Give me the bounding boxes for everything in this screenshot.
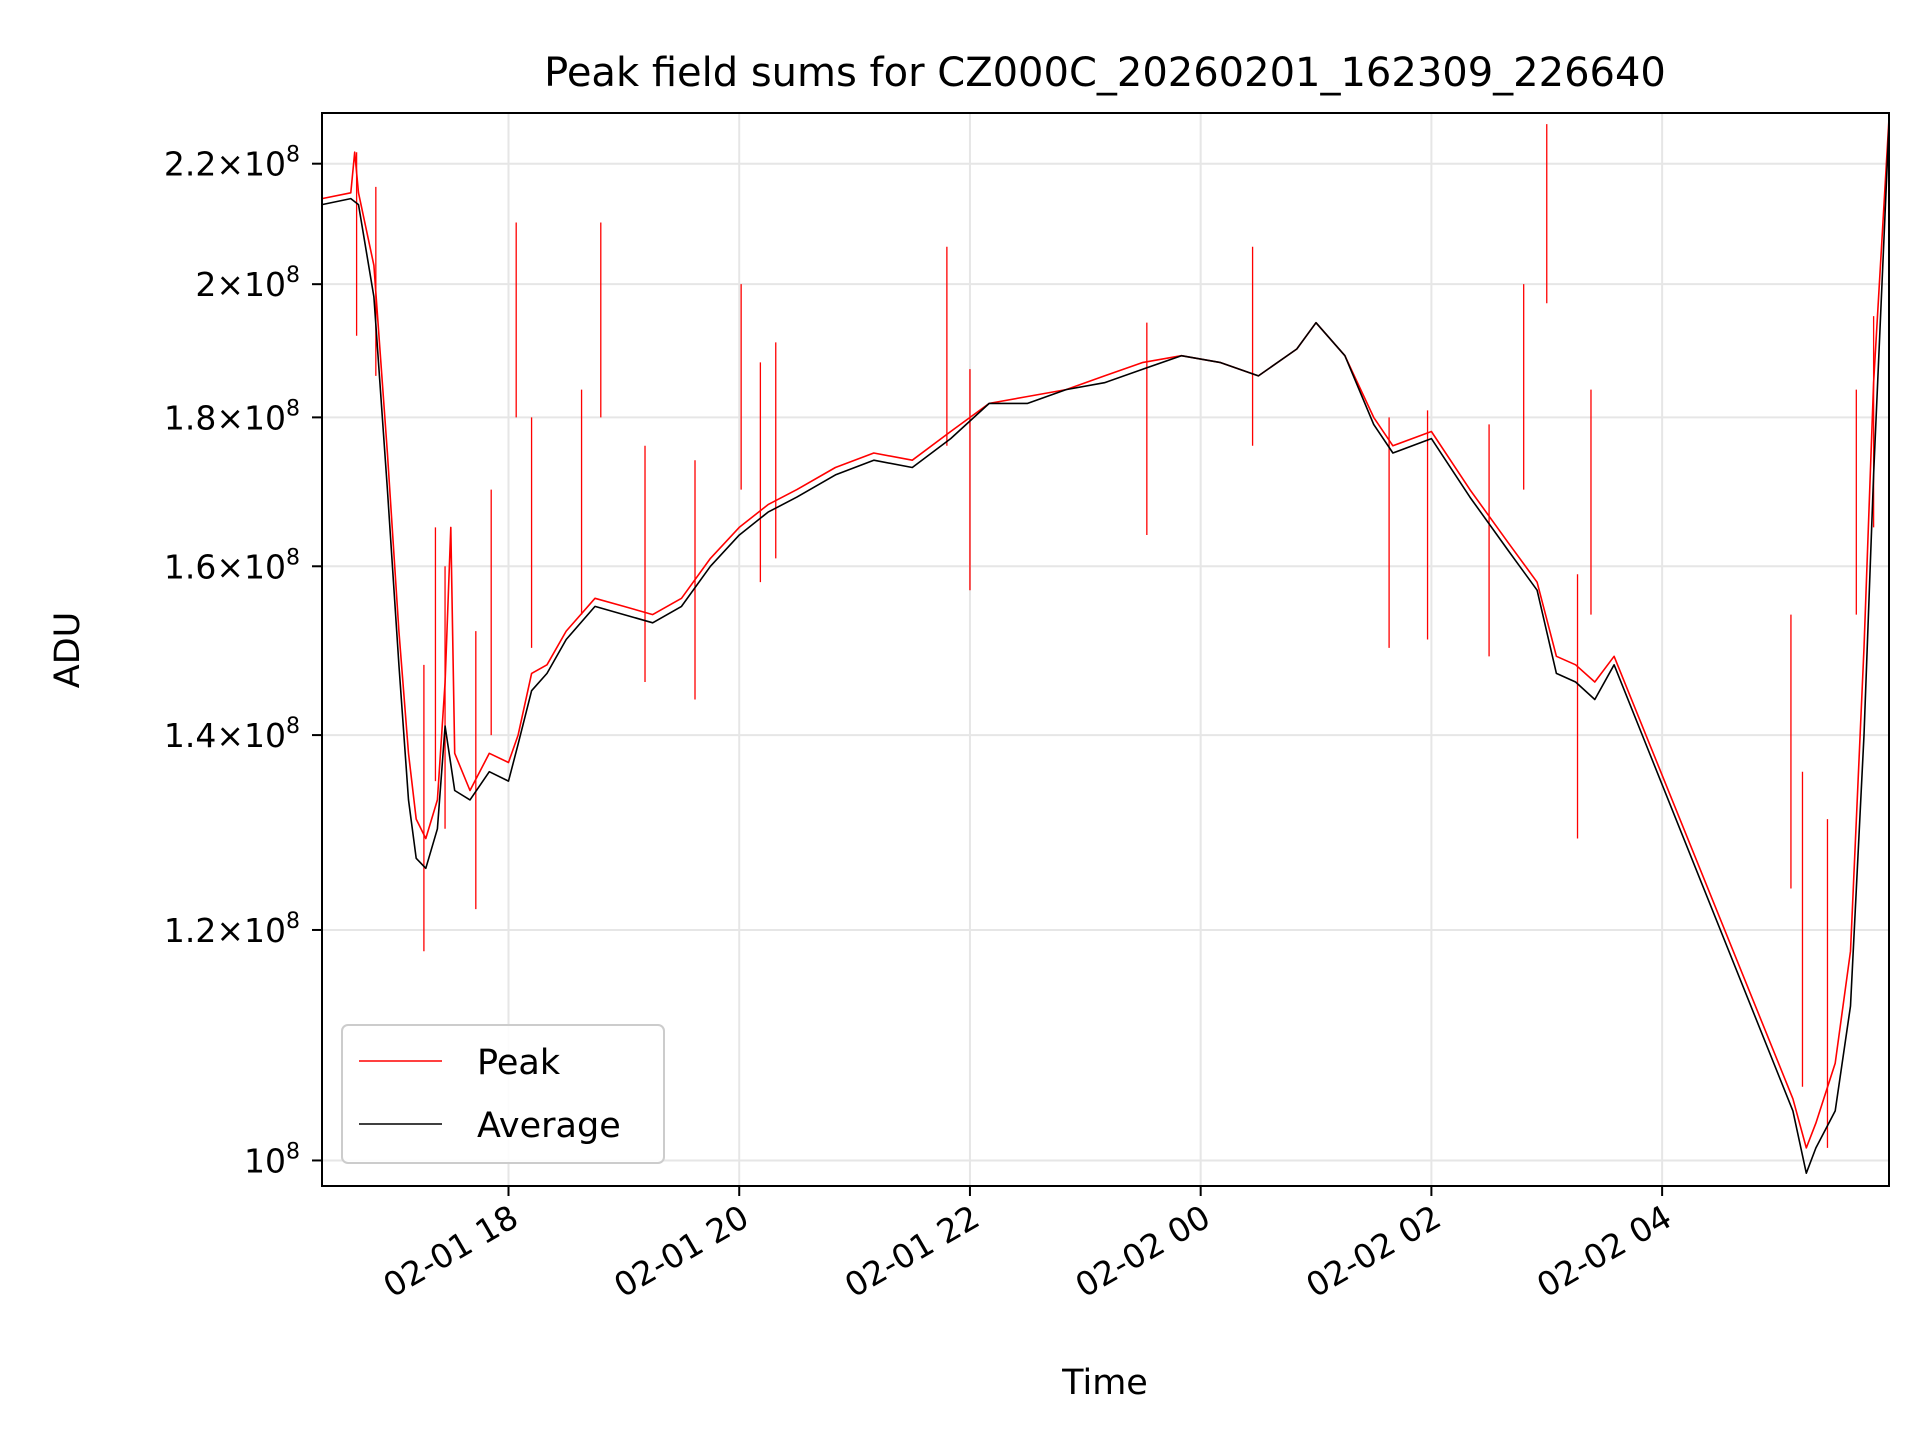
plot-frame (321, 112, 1890, 1187)
series-line-average (321, 124, 1890, 1174)
y-axis: 108 1.2×108 1.4×108 1.6×108 1.8×108 2×108 2.2×… (164, 143, 322, 1180)
legend-label-peak: Peak (477, 1043, 561, 1083)
chart-title: Peak field sums for CZ000C_20260201_1623… (544, 50, 1666, 96)
series-line-peak (321, 118, 1890, 1149)
y-tick-label: 1.8×108 (164, 396, 300, 437)
y-tick-label: 2.2×108 (164, 143, 300, 184)
y-tick-label: 108 (244, 1139, 300, 1180)
y-tick-label: 1.6×108 (164, 545, 300, 586)
grid (322, 113, 1889, 1186)
y-tick-label: 2×108 (195, 263, 300, 304)
x-axis-label: Time (1061, 1363, 1148, 1403)
legend-label-average: Average (477, 1106, 621, 1146)
legend-frame (341, 1024, 665, 1164)
legend: Peak Average (341, 1024, 665, 1164)
plot-area (321, 118, 1890, 1174)
y-tick-label: 1.4×108 (164, 714, 300, 755)
y-tick-label: 1.2×108 (164, 909, 300, 950)
y-axis-label: ADU (48, 612, 88, 689)
